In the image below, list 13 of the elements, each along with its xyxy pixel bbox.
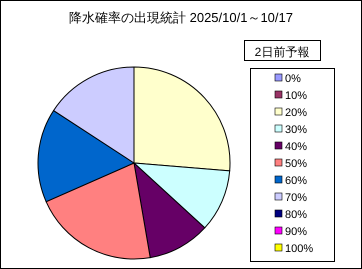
legend-label: 30% xyxy=(285,124,308,136)
legend-label: 50% xyxy=(285,158,308,170)
legend-label: 100% xyxy=(285,243,314,255)
legend-title: 2日前予報 xyxy=(254,45,310,59)
legend-label: 40% xyxy=(285,141,308,153)
legend-label: 0% xyxy=(285,73,302,85)
chart-title: 降水確率の出現統計 2025/10/1～10/17 xyxy=(69,10,293,25)
legend-label: 20% xyxy=(285,107,308,119)
legend-label: 90% xyxy=(285,226,308,238)
legend-label: 70% xyxy=(285,192,308,204)
legend-label: 10% xyxy=(285,90,308,102)
legend-label: 80% xyxy=(285,209,308,221)
legend-label: 60% xyxy=(285,175,308,187)
